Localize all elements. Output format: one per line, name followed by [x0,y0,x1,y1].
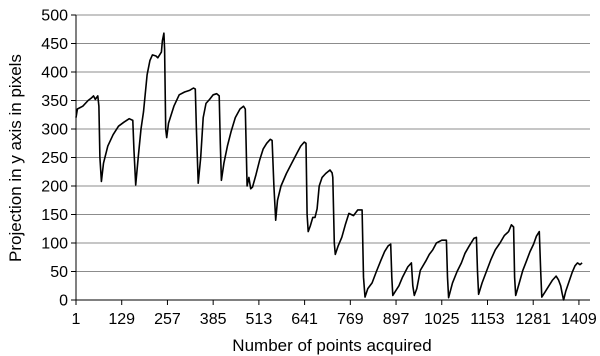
y-axis-title: Projection in y axis in pixels [6,54,25,262]
axes [71,14,590,305]
x-tick-label-1153: 1153 [470,311,505,328]
tick-labels: 0 50 100 150 200 250 300 350 400 450 500 1 129 257 385… [41,8,597,329]
y-tick-label-450: 450 [41,36,68,53]
x-tick-label-1281: 1281 [515,311,551,328]
series-line-1 [75,32,583,301]
y-tick-label-200: 200 [41,179,68,196]
y-tick-label-300: 300 [41,122,68,139]
x-tick-label-641: 641 [291,311,318,328]
y-tick-label-100: 100 [41,236,68,253]
series-layer [75,32,583,301]
x-tick-label-1: 1 [72,311,81,328]
x-tick-label-129: 129 [108,311,135,328]
x-tick-label-1025: 1025 [424,311,460,328]
y-tick-label-250: 250 [41,150,68,167]
y-tick-label-350: 350 [41,93,68,110]
gridlines [76,14,590,272]
y-tick-label-150: 150 [41,207,68,224]
x-tick-label-257: 257 [154,311,181,328]
x-axis-title: Number of points acquired [232,336,431,355]
y-tick-label-500: 500 [41,8,68,25]
x-tick-label-385: 385 [200,311,227,328]
y-tick-label-400: 400 [41,65,68,82]
x-tick-label-897: 897 [383,311,410,328]
y-tick-label-50: 50 [50,264,68,281]
x-tick-label-1409: 1409 [561,311,597,328]
y-tick-label-0: 0 [59,293,68,310]
x-tick-label-769: 769 [337,311,364,328]
x-tick-label-513: 513 [246,311,273,328]
